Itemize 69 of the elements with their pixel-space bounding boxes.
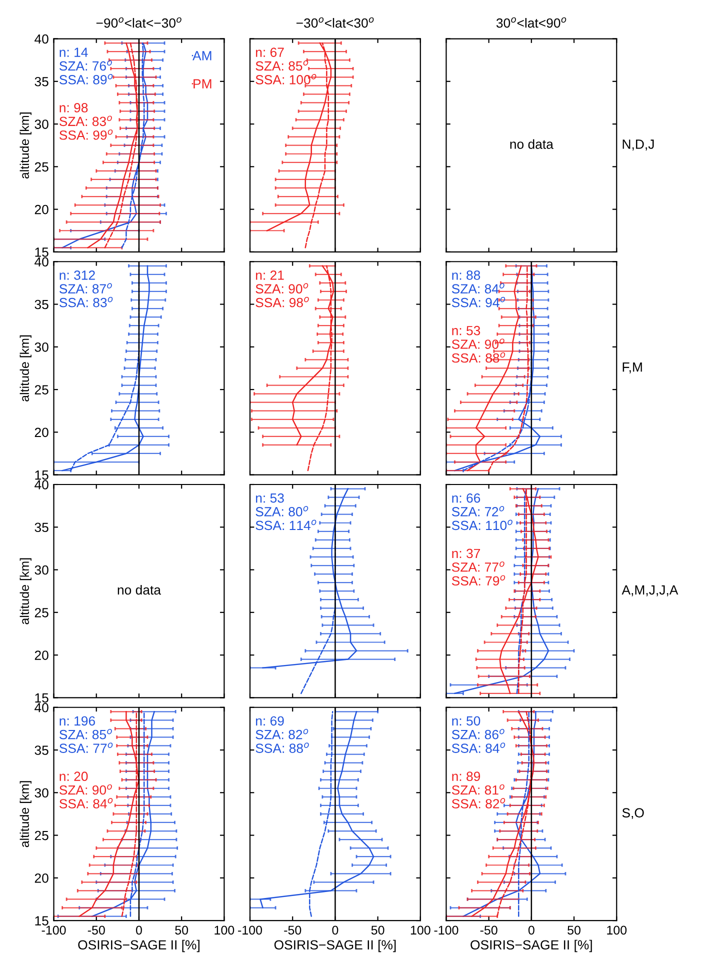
y-tick-label: 30 <box>34 120 48 129</box>
annotation: n: 66 SZA: 72$^{o}$ SSA: 110$^{o}$ <box>452 493 512 530</box>
chart-title: −90$^{o}$<lat<−30$^{o}$ <box>96 17 182 28</box>
x-axis-title: OSIRIS−SAGE II [%] <box>470 940 592 952</box>
y-tick-label: 15 <box>35 916 48 926</box>
annotation: no data <box>118 584 161 595</box>
y2-axis-title: A,M,J,J,A <box>622 585 678 596</box>
x-tick-label: -100 <box>238 926 262 935</box>
y-tick-label: 40 <box>34 702 48 712</box>
x-tick-label: 50 <box>371 926 384 935</box>
x-tick-label: -50 <box>480 926 498 935</box>
chart-title: −30$^{o}$<lat<30$^{o}$ <box>296 17 374 28</box>
x-tick-label: 50 <box>175 926 188 935</box>
x-axis-title: OSIRIS−SAGE II [%] <box>274 940 396 952</box>
y-tick-label: 30 <box>34 788 48 798</box>
y-tick-label: 35 <box>34 300 48 310</box>
chart-title: 30$^{o}$<lat<90$^{o}$ <box>496 17 566 28</box>
legend-label: PM <box>194 79 212 88</box>
y-tick-label: 25 <box>34 830 48 840</box>
y-tick-label: 25 <box>34 608 48 618</box>
y-tick-label: 35 <box>34 76 48 86</box>
y-axis-title: altitude [km] <box>20 112 32 179</box>
annotation: n: 69 SZA: 82$^{o}$ SSA: 88$^{o}$ <box>256 716 309 753</box>
annotation: n: 37 SZA: 77$^{o}$ SSA: 79$^{o}$ <box>452 548 506 586</box>
y2-axis-title: N,D,J <box>622 140 654 150</box>
annotation: n: 50 SZA: 86$^{o}$ SSA: 84$^{o}$ <box>452 716 506 753</box>
y-tick-label: 30 <box>34 565 48 575</box>
annotation: n: 21 SZA: 90$^{o}$ SSA: 98$^{o}$ <box>256 270 309 308</box>
x-tick-label: 100 <box>410 926 430 935</box>
y-tick-label: 15 <box>35 470 48 480</box>
x-tick-label: 0 <box>136 926 142 935</box>
y-tick-label: 20 <box>34 650 48 660</box>
y-axis-title: altitude [km] <box>20 781 32 848</box>
y-tick-label: 40 <box>34 34 48 44</box>
y-tick-label: 20 <box>34 428 48 438</box>
x-tick-label: 100 <box>214 926 234 935</box>
x-tick-label: 50 <box>568 926 580 935</box>
y-tick-label: 40 <box>34 480 48 490</box>
y-tick-label: 30 <box>34 342 48 352</box>
x-tick-label: -100 <box>42 926 66 935</box>
annotation: n: 312 SZA: 87$^{o}$ SSA: 83$^{o}$ <box>59 270 113 308</box>
y-tick-label: 35 <box>34 746 48 755</box>
x-axis-title: OSIRIS−SAGE II [%] <box>78 940 200 952</box>
y-axis-title: altitude [km] <box>20 558 32 624</box>
x-tick-label: 0 <box>528 926 534 935</box>
annotation: n: 20 SZA: 90$^{o}$ SSA: 84$^{o}$ <box>59 772 113 808</box>
annotation: n: 196 SZA: 85$^{o}$ SSA: 77$^{o}$ <box>59 716 113 753</box>
y-tick-label: 20 <box>34 873 48 883</box>
x-tick-label: 100 <box>607 926 627 935</box>
y-tick-label: 40 <box>34 257 48 267</box>
x-tick-label: -50 <box>284 926 302 935</box>
y2-axis-title: S,O <box>622 808 644 820</box>
x-tick-label: 0 <box>332 926 338 935</box>
legend-label: AM <box>192 51 212 60</box>
annotation: n: 14 SZA: 76$^{o}$ SSA: 89$^{o}$ <box>59 48 113 84</box>
y-tick-label: 15 <box>35 248 48 257</box>
x-tick-label: -50 <box>88 926 105 935</box>
annotation: no data <box>510 139 554 149</box>
y-tick-label: 25 <box>34 385 48 394</box>
y-axis-title: altitude [km] <box>20 335 32 402</box>
annotation: n: 89 SZA: 81$^{o}$ SSA: 82$^{o}$ <box>452 772 506 808</box>
annotation: n: 98 SZA: 83$^{o}$ SSA: 99$^{o}$ <box>59 103 113 140</box>
y-tick-label: 25 <box>34 162 48 172</box>
y2-axis-title: F,M <box>622 362 642 374</box>
annotation: n: 53 SZA: 80$^{o}$ SSA: 114$^{o}$ <box>256 493 316 530</box>
y-tick-label: 15 <box>35 693 48 703</box>
y-tick-label: 20 <box>34 204 48 214</box>
x-tick-label: -100 <box>434 926 458 935</box>
y-tick-label: 35 <box>34 522 48 532</box>
